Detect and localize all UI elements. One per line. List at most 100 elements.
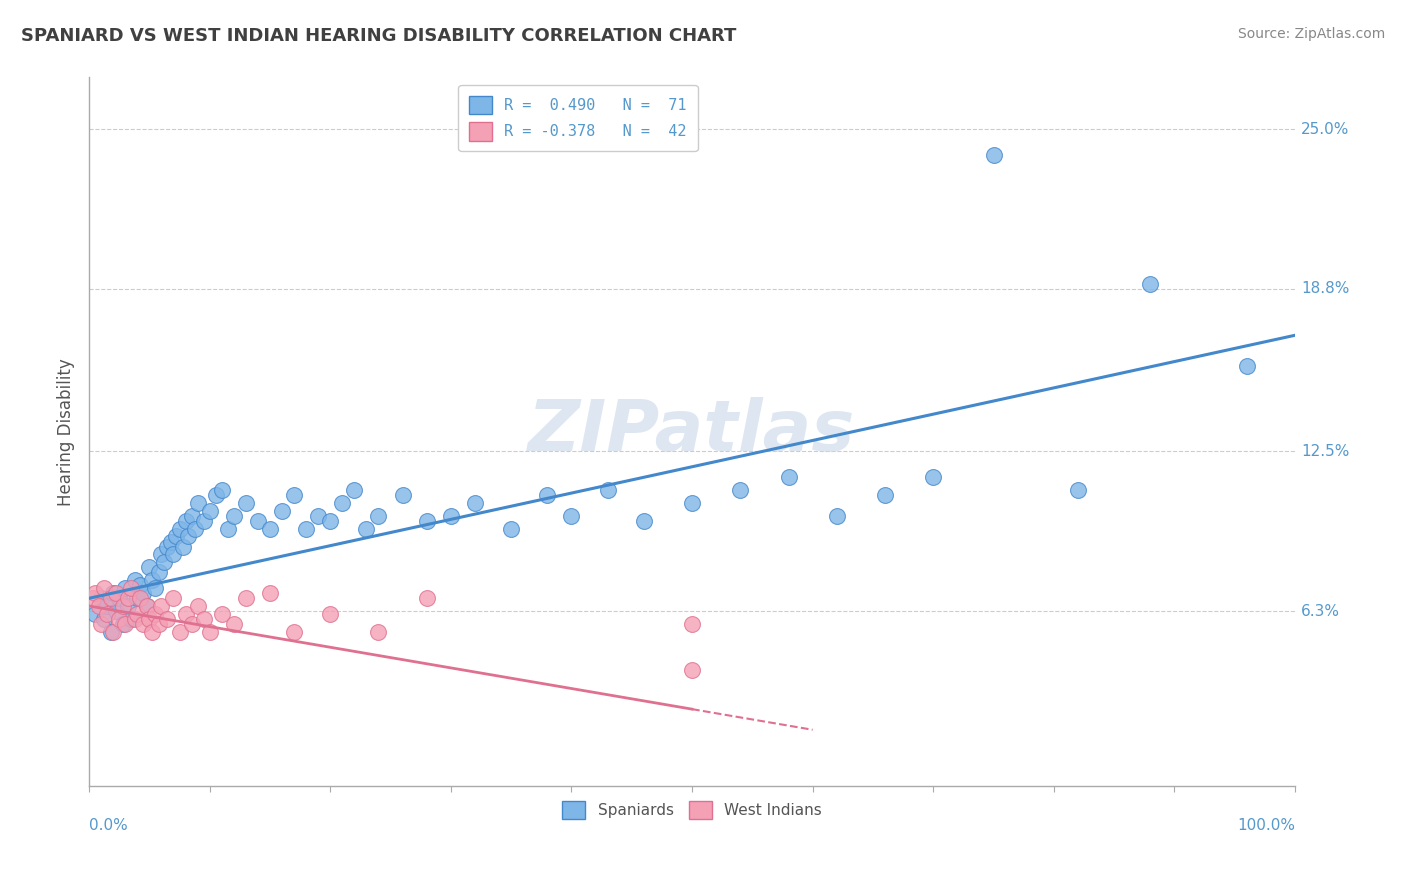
- Text: 6.3%: 6.3%: [1301, 604, 1340, 619]
- Point: [169, 624, 191, 639]
- Text: 18.8%: 18.8%: [1301, 281, 1350, 296]
- Point: [198, 624, 221, 639]
- Point: [343, 483, 366, 497]
- Y-axis label: Hearing Disability: Hearing Disability: [58, 358, 75, 506]
- Point: [117, 599, 139, 613]
- Point: [187, 599, 209, 613]
- Point: [100, 624, 122, 639]
- Point: [138, 560, 160, 574]
- Point: [145, 581, 167, 595]
- Point: [211, 607, 233, 621]
- Point: [416, 514, 439, 528]
- Point: [148, 617, 170, 632]
- Legend: Spaniards, West Indians: Spaniards, West Indians: [553, 791, 831, 829]
- Point: [148, 566, 170, 580]
- Point: [90, 617, 112, 632]
- Point: [90, 591, 112, 606]
- Point: [235, 496, 257, 510]
- Point: [180, 508, 202, 523]
- Point: [84, 607, 107, 621]
- Point: [111, 617, 134, 632]
- Point: [104, 604, 127, 618]
- Text: 25.0%: 25.0%: [1301, 121, 1350, 136]
- Point: [391, 488, 413, 502]
- Point: [87, 599, 110, 613]
- Point: [873, 488, 896, 502]
- Point: [150, 548, 173, 562]
- Point: [217, 522, 239, 536]
- Point: [128, 578, 150, 592]
- Point: [141, 624, 163, 639]
- Point: [211, 483, 233, 497]
- Point: [82, 591, 104, 606]
- Point: [681, 617, 703, 632]
- Point: [162, 548, 184, 562]
- Point: [222, 508, 245, 523]
- Point: [204, 488, 226, 502]
- Point: [108, 612, 131, 626]
- Point: [156, 612, 179, 626]
- Point: [150, 599, 173, 613]
- Point: [132, 586, 155, 600]
- Point: [246, 514, 269, 528]
- Point: [235, 591, 257, 606]
- Point: [198, 503, 221, 517]
- Point: [778, 470, 800, 484]
- Point: [153, 555, 176, 569]
- Point: [120, 612, 142, 626]
- Point: [501, 522, 523, 536]
- Text: SPANIARD VS WEST INDIAN HEARING DISABILITY CORRELATION CHART: SPANIARD VS WEST INDIAN HEARING DISABILI…: [21, 27, 737, 45]
- Point: [1236, 359, 1258, 374]
- Point: [165, 529, 187, 543]
- Point: [440, 508, 463, 523]
- Point: [111, 599, 134, 613]
- Point: [136, 599, 159, 613]
- Point: [160, 534, 183, 549]
- Point: [145, 607, 167, 621]
- Point: [114, 581, 136, 595]
- Point: [560, 508, 582, 523]
- Point: [187, 496, 209, 510]
- Point: [536, 488, 558, 502]
- Point: [681, 496, 703, 510]
- Point: [103, 624, 125, 639]
- Point: [174, 607, 197, 621]
- Point: [319, 514, 342, 528]
- Point: [124, 612, 146, 626]
- Point: [367, 624, 389, 639]
- Point: [162, 591, 184, 606]
- Point: [259, 522, 281, 536]
- Point: [922, 470, 945, 484]
- Point: [138, 612, 160, 626]
- Point: [114, 617, 136, 632]
- Point: [169, 522, 191, 536]
- Point: [1139, 277, 1161, 291]
- Point: [128, 591, 150, 606]
- Text: ZIPatlas: ZIPatlas: [529, 398, 856, 467]
- Point: [681, 664, 703, 678]
- Point: [730, 483, 752, 497]
- Point: [104, 586, 127, 600]
- Point: [596, 483, 619, 497]
- Point: [295, 522, 318, 536]
- Point: [319, 607, 342, 621]
- Text: 0.0%: 0.0%: [89, 818, 128, 833]
- Point: [141, 573, 163, 587]
- Point: [983, 148, 1005, 162]
- Point: [100, 591, 122, 606]
- Point: [120, 581, 142, 595]
- Point: [93, 612, 115, 626]
- Point: [124, 573, 146, 587]
- Point: [283, 624, 305, 639]
- Point: [283, 488, 305, 502]
- Point: [271, 503, 294, 517]
- Point: [127, 591, 149, 606]
- Point: [156, 540, 179, 554]
- Point: [193, 514, 215, 528]
- Point: [96, 599, 118, 613]
- Point: [174, 514, 197, 528]
- Point: [367, 508, 389, 523]
- Point: [259, 586, 281, 600]
- Point: [633, 514, 655, 528]
- Point: [330, 496, 353, 510]
